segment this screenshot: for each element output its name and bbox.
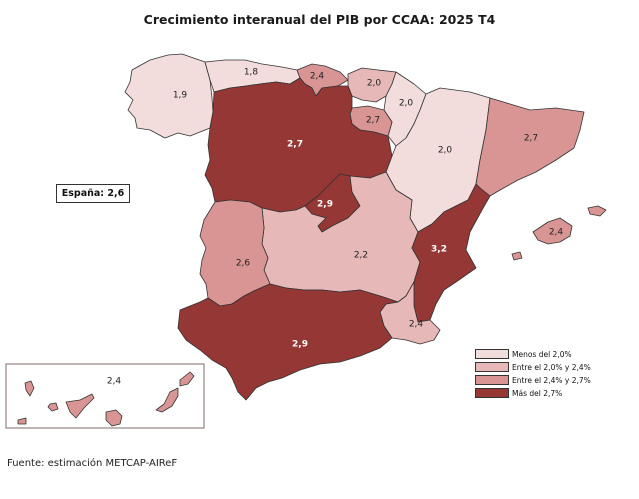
legend-item-mid-low: Entre el 2,0% y 2,4% bbox=[475, 361, 591, 373]
legend-label: Entre el 2,0% y 2,4% bbox=[512, 362, 591, 372]
label-aragon: 2,0 bbox=[438, 146, 453, 156]
region-galicia[interactable] bbox=[124, 53, 214, 139]
legend-label: Más del 2,7% bbox=[512, 388, 563, 398]
label-extremadura: 2,6 bbox=[236, 259, 251, 269]
region-baleares-menorca[interactable] bbox=[587, 205, 607, 217]
map-title: Crecimiento interanual del PIB por CCAA:… bbox=[143, 12, 496, 27]
label-asturias: 1,8 bbox=[244, 68, 259, 78]
region-valenciana[interactable] bbox=[411, 183, 491, 323]
legend-item-low: Menos del 2,0% bbox=[475, 348, 591, 360]
legend-item-mid-high: Entre el 2,4% y 2,7% bbox=[475, 374, 591, 386]
region-canarias[interactable] bbox=[17, 371, 195, 427]
legend-label: Entre el 2,4% y 2,7% bbox=[512, 375, 591, 385]
label-murcia: 2,4 bbox=[409, 320, 424, 330]
label-andalucia: 2,9 bbox=[292, 340, 308, 350]
label-cataluna: 2,7 bbox=[524, 134, 538, 144]
label-valenciana: 3,2 bbox=[431, 245, 447, 255]
label-la-rioja: 2,7 bbox=[366, 116, 380, 126]
label-navarra: 2,0 bbox=[399, 99, 414, 109]
region-cataluna[interactable] bbox=[475, 97, 585, 197]
label-castilla-y-leon: 2,7 bbox=[287, 140, 303, 150]
legend-item-high: Más del 2,7% bbox=[475, 387, 591, 399]
label-madrid: 2,9 bbox=[317, 200, 333, 210]
legend-swatch bbox=[475, 375, 509, 385]
legend-swatch bbox=[475, 362, 509, 372]
region-andalucia[interactable] bbox=[177, 283, 399, 401]
region-baleares-mallorca[interactable] bbox=[532, 217, 573, 245]
legend-swatch bbox=[475, 349, 509, 359]
region-baleares-ibiza[interactable] bbox=[511, 251, 523, 261]
national-value-box: España: 2,6 bbox=[56, 184, 130, 203]
label-canarias: 2,4 bbox=[107, 377, 122, 387]
label-cantabria: 2,4 bbox=[310, 72, 325, 82]
label-pais-vasco: 2,0 bbox=[367, 79, 382, 89]
label-galicia: 1,9 bbox=[173, 91, 188, 101]
source-note: Fuente: estimación METCAP-AIReF bbox=[7, 458, 178, 469]
legend: Menos del 2,0% Entre el 2,0% y 2,4% Entr… bbox=[475, 348, 591, 400]
label-baleares: 2,4 bbox=[549, 228, 564, 238]
region-castilla-y-leon[interactable] bbox=[204, 77, 393, 213]
legend-label: Menos del 2,0% bbox=[512, 349, 572, 359]
label-castilla-la-mancha: 2,2 bbox=[354, 251, 368, 261]
legend-swatch bbox=[475, 388, 509, 398]
